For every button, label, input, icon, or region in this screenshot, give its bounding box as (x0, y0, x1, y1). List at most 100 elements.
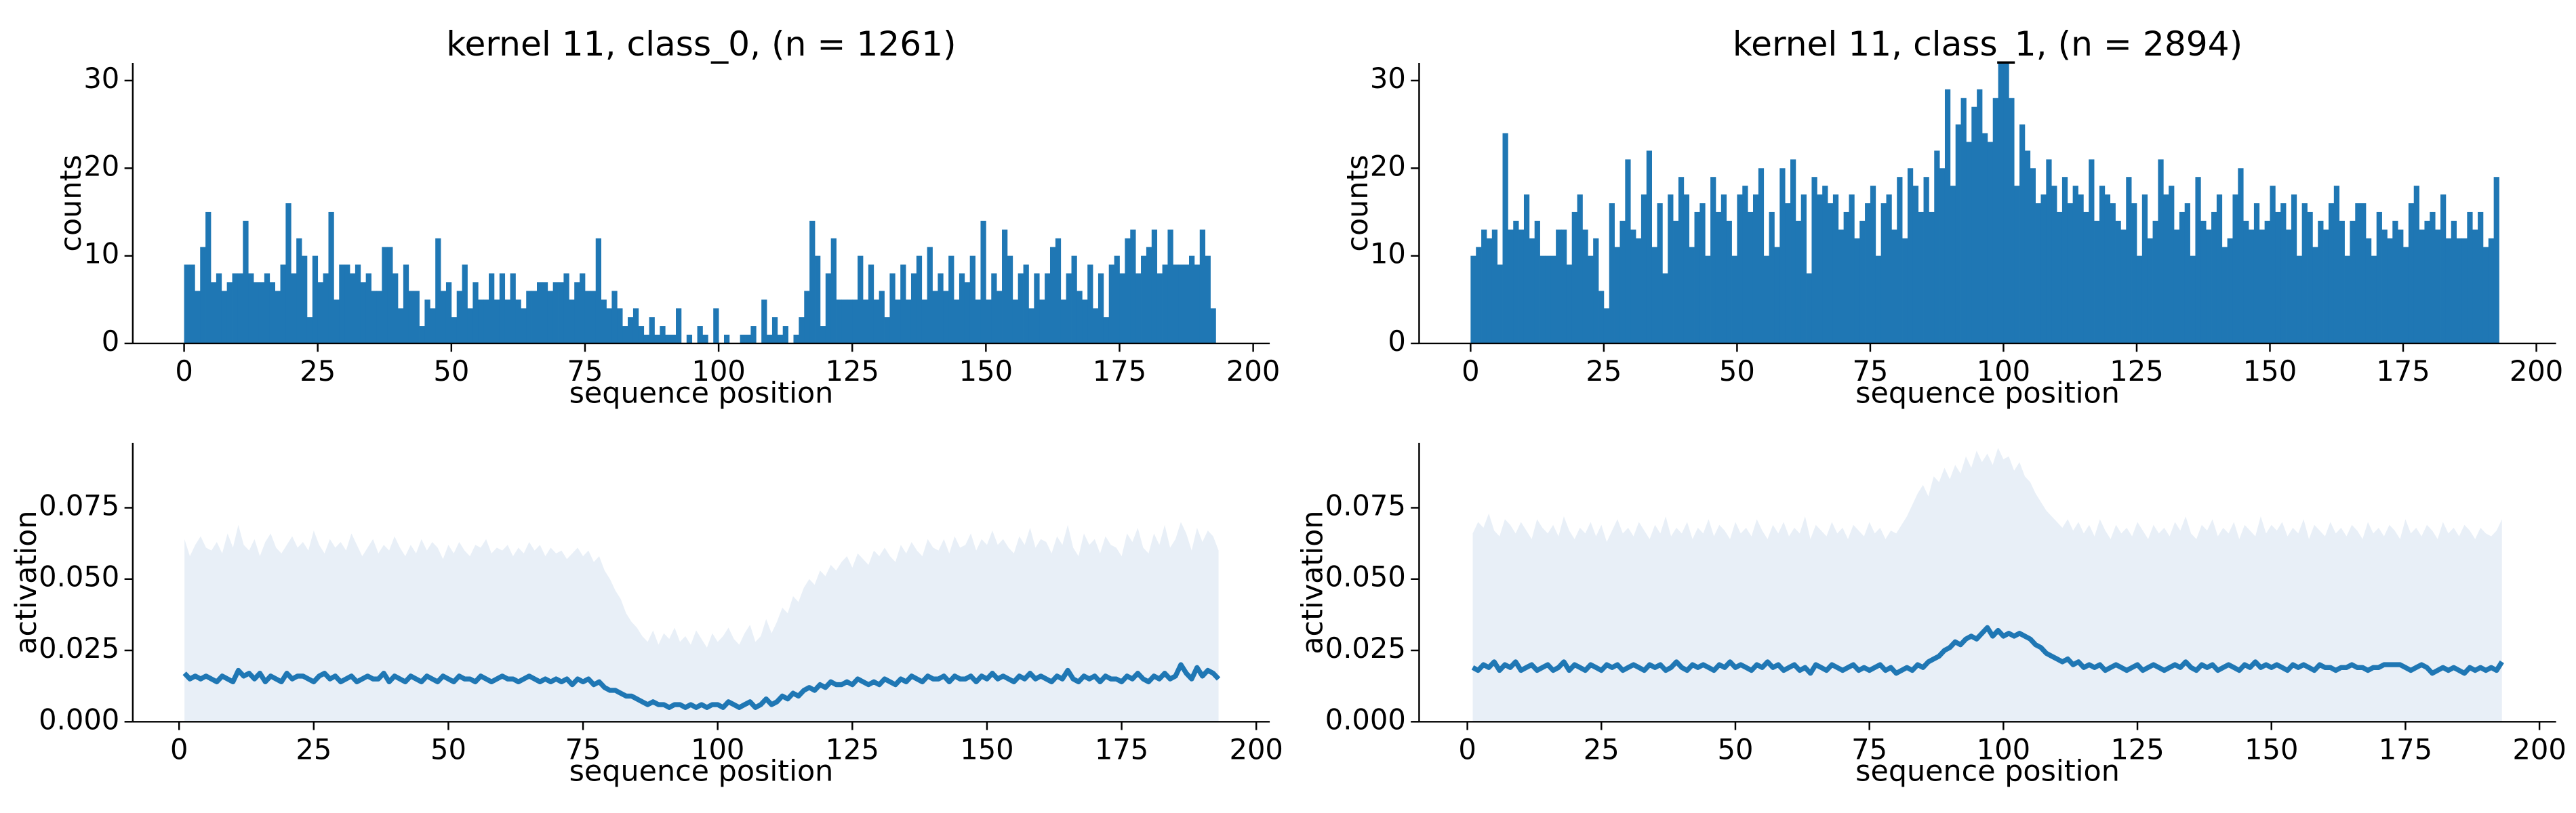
bar (969, 255, 975, 343)
bar (2104, 194, 2111, 343)
bar (820, 326, 826, 343)
bar (317, 282, 323, 343)
y-tick-label: 0.000 (1325, 703, 1406, 736)
bar (1045, 273, 1051, 343)
bar (1726, 220, 1732, 343)
bar (1811, 177, 1817, 343)
bar (799, 317, 805, 343)
bar (1992, 98, 1998, 343)
bar (2376, 211, 2382, 343)
bar (921, 299, 927, 343)
bar (1561, 229, 1567, 343)
bar (1018, 273, 1024, 343)
bar (243, 220, 249, 343)
bar (1167, 229, 1173, 343)
bar (189, 264, 195, 343)
bar (478, 299, 484, 343)
bar (2147, 238, 2153, 343)
x-tick-label: 25 (1584, 732, 1619, 766)
bar (863, 299, 869, 343)
bar (1539, 255, 1546, 343)
bar (2232, 194, 2238, 343)
bar (2014, 186, 2020, 343)
x-tick-label: 50 (433, 354, 469, 388)
y-tick-label: 30 (1370, 62, 1406, 95)
bar (387, 247, 393, 343)
bar (830, 238, 837, 343)
bar (2061, 177, 2068, 343)
bar (2173, 229, 2180, 343)
x-tick-label: 200 (2510, 354, 2563, 388)
bar (2072, 186, 2078, 343)
bar (697, 326, 703, 343)
bar (1476, 247, 1482, 343)
bar (643, 335, 649, 343)
bar (1577, 194, 1583, 343)
bar (1103, 317, 1110, 343)
bar (2371, 255, 2377, 343)
bar (510, 273, 516, 343)
bar (344, 264, 350, 343)
x-tick-label: 125 (2110, 354, 2163, 388)
bar (2381, 229, 2388, 343)
bar (884, 317, 890, 343)
bar (2280, 203, 2287, 343)
bar (451, 317, 458, 343)
bar (2291, 194, 2297, 343)
bar (1977, 89, 1983, 343)
bar (1534, 220, 1540, 343)
bar (1710, 177, 1716, 343)
bar (1828, 203, 1834, 343)
bar (312, 255, 319, 343)
bar (1960, 98, 1967, 343)
x-tick-label: 150 (960, 732, 1013, 766)
bar (2040, 194, 2047, 343)
bar (2344, 255, 2350, 343)
bar (723, 335, 730, 343)
bar (1481, 229, 1487, 343)
x-tick-label: 25 (1586, 354, 1622, 388)
bar (531, 291, 538, 343)
bar (1891, 229, 1897, 343)
bar (515, 299, 521, 343)
bar (1929, 211, 1935, 343)
x-tick-label: 100 (1977, 354, 2030, 388)
y-tick-label: 0.025 (1325, 631, 1406, 665)
bar (1657, 203, 1663, 343)
bar (900, 264, 906, 343)
bar (441, 291, 447, 343)
x-tick-label: 150 (2245, 732, 2298, 766)
bar (2387, 238, 2393, 343)
bar (226, 282, 233, 343)
bar (1886, 194, 1892, 343)
bar (997, 291, 1003, 343)
bar (2184, 203, 2190, 343)
bar (306, 317, 313, 343)
bar (1678, 177, 1685, 343)
bar (858, 255, 864, 343)
bar (916, 255, 923, 343)
bar (2355, 203, 2361, 343)
bar (1007, 255, 1013, 343)
bar (649, 317, 655, 343)
bar (1785, 203, 1791, 343)
bar (1950, 186, 1956, 343)
bar (1699, 203, 1706, 343)
bar (2472, 229, 2478, 343)
bar (1763, 255, 1769, 343)
bar (910, 273, 917, 343)
y-tick-label: 0 (1388, 325, 1405, 358)
bar (435, 238, 441, 343)
x-tick-label: 175 (2376, 354, 2430, 388)
bar (382, 247, 388, 343)
bar (1060, 299, 1067, 343)
bar (948, 255, 954, 343)
bar (483, 299, 489, 343)
bar (1012, 299, 1019, 343)
chart-title: kernel 11, class_1, (n = 2894) (1733, 24, 2242, 64)
x-tick-label: 50 (1717, 732, 1753, 766)
bar (1566, 264, 1573, 343)
y-axis-label: activation (9, 510, 43, 654)
bar (334, 299, 340, 343)
bar (2430, 211, 2436, 343)
